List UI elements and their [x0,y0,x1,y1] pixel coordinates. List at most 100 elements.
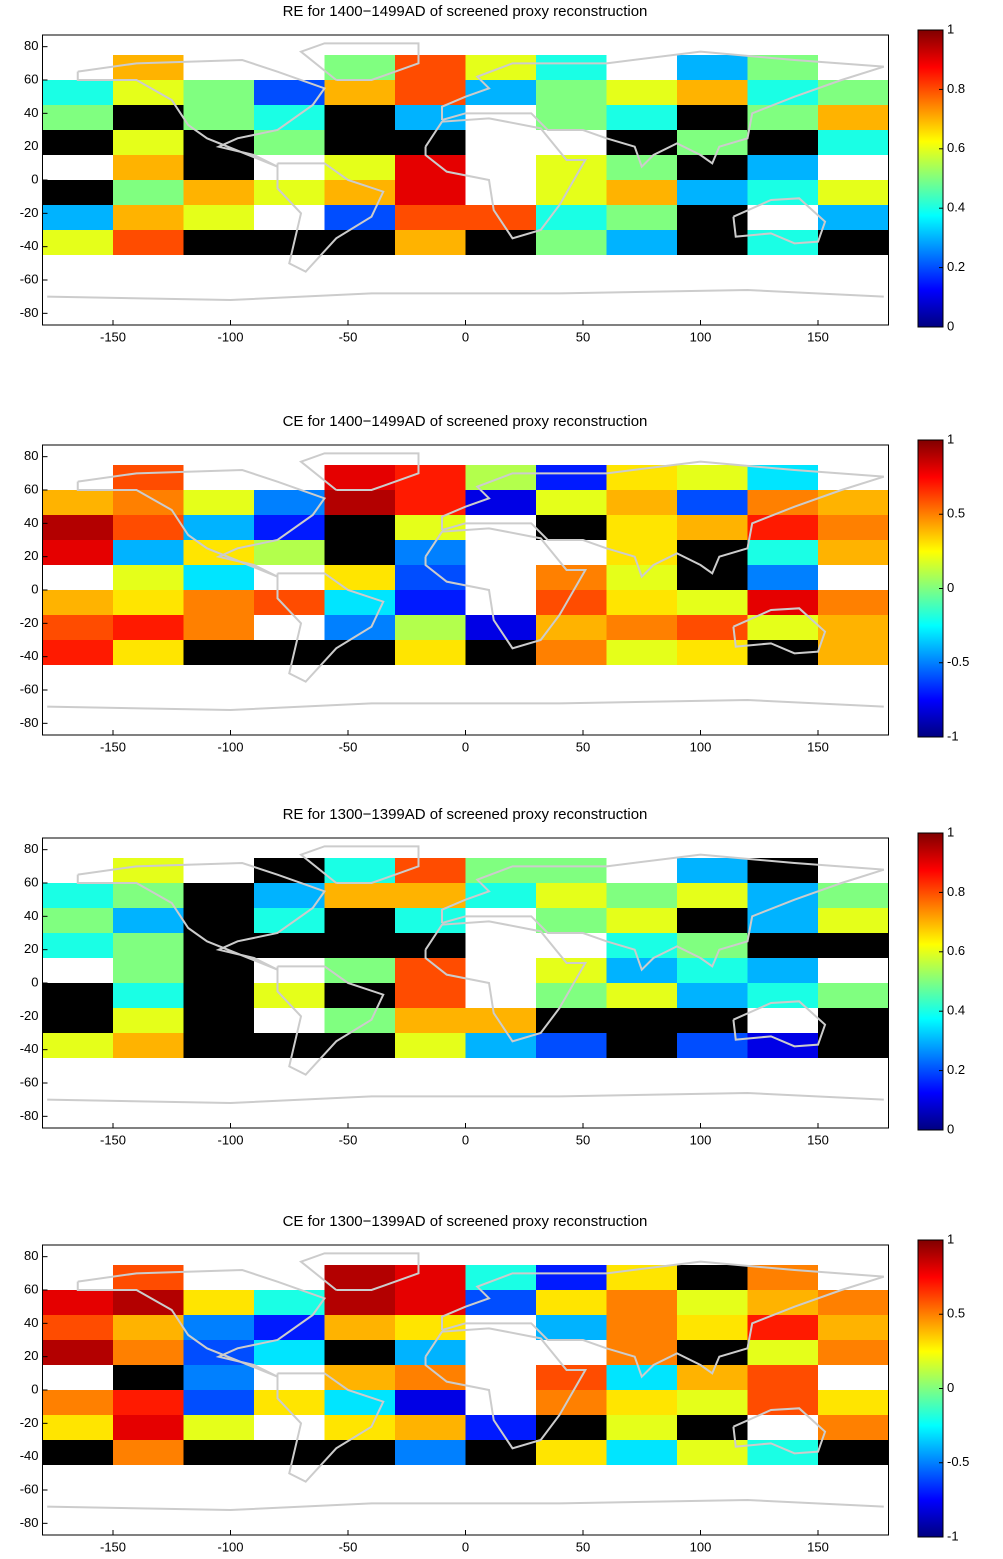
cell [183,883,254,908]
x-tick-label: 50 [576,1539,590,1554]
y-tick-label: 80 [24,38,38,53]
x-tick-label: -150 [100,739,126,754]
x-tick-label: 0 [462,739,469,754]
coastline [47,1091,884,1105]
cell [42,1390,113,1415]
cell [324,640,395,665]
cell [254,1033,325,1058]
colorbar-tick-label: 0.8 [947,884,965,899]
colorbar [917,439,944,738]
colorbar-tick-label: 0.8 [947,81,965,96]
cell [677,883,748,908]
cell [747,933,818,958]
chart-title: RE for 1400−1499AD of screened proxy rec… [283,3,648,20]
coastline [298,452,420,491]
x-tick-label: -150 [100,1132,126,1147]
y-tick-label: 80 [24,1248,38,1263]
cell [324,908,395,933]
cell [324,1033,395,1058]
cell [42,180,113,205]
x-tick-label: 0 [462,1539,469,1554]
cell [324,130,395,155]
cell [747,958,818,983]
cell [324,490,395,515]
colorbar-tick-label: 1 [947,824,954,839]
cell [254,908,325,933]
cell [818,615,889,640]
y-tick-label: 0 [31,581,38,596]
cell [254,1340,325,1365]
cell [536,858,607,883]
cell [677,1440,748,1465]
cell [324,615,395,640]
cell [42,933,113,958]
coastline [47,1498,884,1512]
cell [747,155,818,180]
cell [818,1415,889,1440]
cell [324,105,395,130]
colorbar-tick-label: 0.2 [947,259,965,274]
y-tick-label: -60 [20,681,39,696]
coastline [298,1252,420,1291]
cell [42,883,113,908]
cell [113,230,184,255]
cell [536,565,607,590]
cell [113,1440,184,1465]
cell [324,230,395,255]
colorbar-tick-label: 0.4 [947,200,965,215]
colorbar-tick-label: 0 [947,318,954,333]
cell [395,1415,466,1440]
cell [113,1265,184,1290]
cell [818,540,889,565]
cell [606,883,677,908]
cell [606,1008,677,1033]
cell [536,55,607,80]
y-tick-label: 80 [24,448,38,463]
coastline [276,162,385,273]
cell [536,640,607,665]
x-tick-label: -100 [217,329,243,344]
cell [183,105,254,130]
cell [677,1290,748,1315]
coastline [298,42,420,81]
panel: CE for 1300−1399AD of screened proxy rec… [20,1213,970,1554]
y-tick-label: 60 [24,874,38,889]
y-tick-label: 0 [31,1381,38,1396]
cell [606,1033,677,1058]
cell [536,908,607,933]
cell [677,230,748,255]
cell [42,1008,113,1033]
cell [747,1390,818,1415]
cell [324,1365,395,1390]
y-tick-label: -80 [20,305,39,320]
cell [113,105,184,130]
cell [254,105,325,130]
x-tick-label: 150 [807,1132,829,1147]
colorbar-tick-label: 0.5 [947,506,965,521]
coastline [298,845,420,884]
cell [42,205,113,230]
cell [395,1390,466,1415]
coastline [76,58,327,168]
cell [113,640,184,665]
colorbar-tick-label: 0.5 [947,1306,965,1321]
x-tick-label: 150 [807,329,829,344]
cell [677,590,748,615]
cell [818,1390,889,1415]
x-tick-label: -50 [339,329,358,344]
cell [677,958,748,983]
coastline [276,965,385,1076]
cell [677,55,748,80]
cell [536,230,607,255]
cell [113,933,184,958]
cell [395,1440,466,1465]
cell [606,590,677,615]
cell [183,983,254,1008]
cell [183,1008,254,1033]
y-tick-label: -40 [20,648,39,663]
cell [42,490,113,515]
cell [395,1008,466,1033]
cell [536,1008,607,1033]
cell [395,540,466,565]
